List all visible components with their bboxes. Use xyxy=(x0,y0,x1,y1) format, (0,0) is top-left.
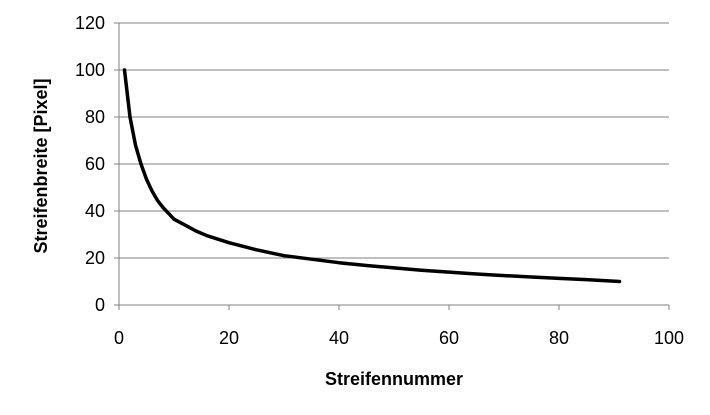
y-tick-label: 20 xyxy=(85,248,105,268)
x-tick-label: 40 xyxy=(329,328,349,348)
x-tick-label: 80 xyxy=(549,328,569,348)
x-tick-label: 60 xyxy=(439,328,459,348)
y-tick-label: 120 xyxy=(75,13,105,33)
x-axis-title: Streifennummer xyxy=(325,369,463,389)
y-tick-label: 80 xyxy=(85,107,105,127)
y-tick-label: 100 xyxy=(75,60,105,80)
x-tick-label: 20 xyxy=(219,328,239,348)
series-line-0 xyxy=(122,68,622,284)
x-tick-label: 0 xyxy=(114,328,124,348)
y-axis-title: Streifenbreite [Pixel] xyxy=(31,78,51,253)
y-tick-label: 0 xyxy=(95,295,105,315)
x-tick-label: 100 xyxy=(654,328,684,348)
gridlines xyxy=(119,22,669,259)
series-layer xyxy=(122,68,622,284)
y-tick-label: 40 xyxy=(85,201,105,221)
axes xyxy=(114,22,670,310)
tick-labels: 0 20 40 60 80 100 120 0 20 40 60 80 100 xyxy=(75,13,684,348)
y-tick-label: 60 xyxy=(85,154,105,174)
